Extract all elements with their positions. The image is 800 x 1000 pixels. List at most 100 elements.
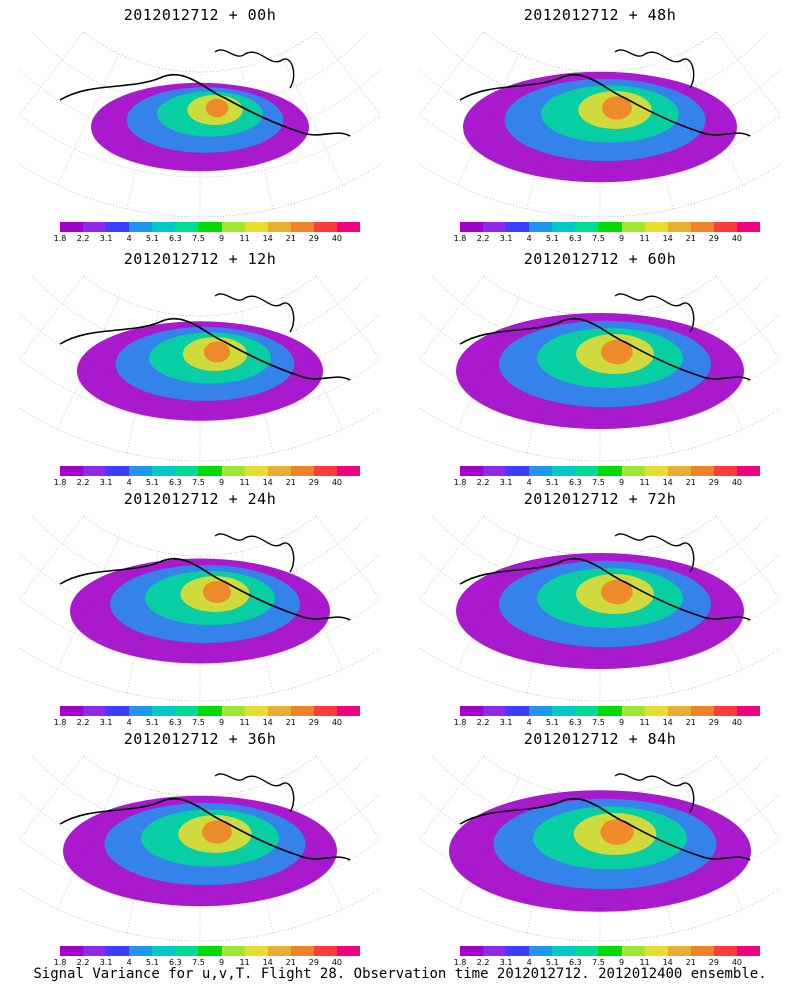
colorbar-tick-label: 5.1 [545, 234, 559, 243]
colorbar-tick-label: 29 [308, 718, 319, 727]
colorbar-swatch [506, 466, 530, 476]
colorbar-swatch [460, 466, 484, 476]
colorbar-tick-label: 40 [331, 234, 343, 243]
colorbar [460, 466, 761, 476]
colorbar-tick-label: 11 [239, 958, 250, 967]
colorbar-tick-label: 3.1 [99, 718, 113, 727]
coastline [59, 557, 351, 621]
colorbar-swatch [60, 466, 84, 476]
colorbar-swatch [336, 946, 361, 956]
colorbar-tick-label: 3.1 [99, 958, 113, 967]
colorbar-swatch [552, 706, 576, 716]
colorbar-swatch [529, 222, 553, 232]
colorbar-tick-label: 5.1 [145, 958, 159, 967]
colorbar-tick-label: 11 [639, 478, 650, 487]
colorbar-tick-label: 4 [526, 958, 532, 967]
colorbar-tick-label: 14 [662, 958, 673, 967]
colorbar-tick-label: 29 [708, 958, 719, 967]
colorbar-swatch [736, 706, 761, 716]
colorbar-tick-label: 1.8 [53, 234, 67, 243]
variance-contour [601, 579, 633, 605]
coastline [459, 557, 751, 621]
colorbar-tick-label: 14 [662, 718, 673, 727]
field-map [20, 276, 380, 461]
map-panel: 2012012712 + 60h 1.8 2.2 3.1 4 5.1 6.3 7.5 9 11 14… [400, 244, 800, 487]
colorbar-swatch [621, 466, 645, 476]
latitude-line [420, 359, 780, 422]
colorbar-swatch [244, 466, 268, 476]
colorbar-swatch [221, 946, 245, 956]
colorbar-swatch [313, 466, 337, 476]
colorbar-tick-label: 2.2 [476, 478, 490, 487]
colorbar-swatch [644, 466, 668, 476]
colorbar-swatch [713, 222, 737, 232]
colorbar-tick-label: 21 [685, 478, 696, 487]
latitude-line [20, 839, 380, 902]
coastline [614, 293, 695, 333]
colorbar-swatch [83, 706, 107, 716]
colorbar-swatch [460, 706, 484, 716]
colorbar-swatch [667, 466, 691, 476]
colorbar-tick-label: 2.2 [76, 234, 90, 243]
colorbar-tick-label: 1.8 [453, 234, 467, 243]
colorbar-swatch [106, 466, 130, 476]
colorbar-ticks: 1.8 2.2 3.1 4 5.1 6.3 7.5 9 11 14 21 29 40 [54, 234, 360, 244]
colorbar-swatch [336, 706, 361, 716]
coastline [214, 773, 295, 813]
colorbar-swatch [621, 946, 645, 956]
colorbar-tick-label: 5.1 [545, 718, 559, 727]
field-map [20, 516, 380, 701]
colorbar-tick-label: 7.5 [192, 718, 205, 727]
colorbar-swatch [713, 946, 737, 956]
colorbar-tick-label: 40 [331, 478, 343, 487]
colorbar-tick-label: 1.8 [453, 478, 467, 487]
colorbar-swatch [60, 946, 84, 956]
colorbar-swatch [575, 946, 599, 956]
colorbar-swatch [483, 222, 507, 232]
variance-contour [602, 96, 632, 120]
field-map [420, 516, 780, 701]
colorbar-swatch [713, 466, 737, 476]
colorbar-swatch [598, 222, 622, 232]
coastline [459, 797, 751, 861]
colorbar-swatch [552, 946, 576, 956]
colorbar-tick-label: 9 [218, 478, 225, 487]
colorbar-ticks: 1.8 2.2 3.1 4 5.1 6.3 7.5 9 11 14 21 29 40 [54, 478, 360, 488]
colorbar-swatch [290, 222, 314, 232]
colorbar-tick-label: 7.5 [192, 234, 205, 243]
colorbar-ticks: 1.8 2.2 3.1 4 5.1 6.3 7.5 9 11 14 21 29 40 [454, 234, 760, 244]
latitude-line [31, 276, 369, 352]
colorbar-swatch [106, 946, 130, 956]
colorbar-ticks: 1.8 2.2 3.1 4 5.1 6.3 7.5 9 11 14 21 29 40 [454, 958, 760, 968]
latitude-line [31, 516, 369, 592]
colorbar-tick-label: 3.1 [499, 958, 513, 967]
coastline [614, 773, 695, 813]
colorbar-swatch [244, 946, 268, 956]
latitude-line [420, 839, 780, 902]
colorbar-tick-label: 2.2 [76, 958, 90, 967]
colorbar-tick-label: 4 [126, 234, 132, 243]
colorbar-swatch [175, 706, 199, 716]
colorbar-tick-label: 3.1 [499, 478, 513, 487]
latitude-line [431, 516, 769, 592]
longitude-line [420, 32, 484, 115]
colorbar-tick-label: 11 [639, 718, 650, 727]
colorbar-tick-label: 2.2 [476, 234, 490, 243]
colorbar [60, 946, 361, 956]
panel-title: 2012012712 + 36h [123, 730, 277, 748]
colorbar-swatch [506, 946, 530, 956]
colorbar-swatch [644, 946, 668, 956]
longitude-line [420, 516, 484, 599]
colorbar-swatch [152, 466, 176, 476]
colorbar-swatch [529, 706, 553, 716]
colorbar-tick-label: 29 [308, 234, 319, 243]
latitude-line [31, 32, 369, 108]
colorbar-swatch [598, 706, 622, 716]
colorbar-tick-label: 2.2 [476, 718, 490, 727]
colorbar-tick-label: 6.3 [169, 478, 182, 487]
latitude-line [20, 359, 380, 422]
map-panel: 2012012712 + 84h 1.8 2.2 3.1 4 5.1 6.3 7.5 9 11 14… [400, 724, 800, 967]
colorbar [60, 466, 361, 476]
colorbar-tick-label: 5.1 [545, 958, 559, 967]
colorbar-swatch [290, 946, 314, 956]
